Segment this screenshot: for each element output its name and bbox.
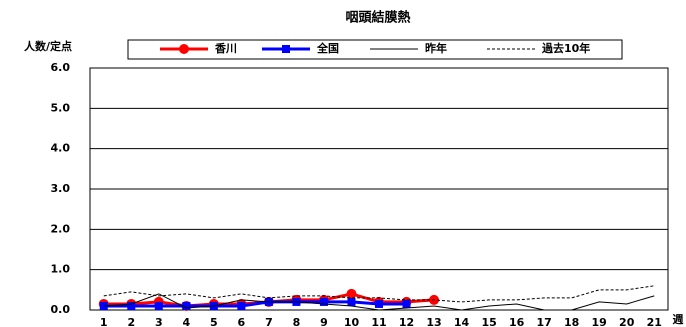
point xyxy=(182,301,191,310)
x-tick-label: 1 xyxy=(100,316,108,327)
x-tick-label: 4 xyxy=(183,316,191,327)
x-tick-label: 7 xyxy=(265,316,273,327)
legend-marker xyxy=(179,44,189,54)
x-tick-label: 19 xyxy=(592,316,607,327)
x-tick-label: 6 xyxy=(238,316,246,327)
y-axis-label: 人数/定点 xyxy=(24,39,72,53)
x-tick-label: 14 xyxy=(454,316,470,327)
y-tick-label: 2.0 xyxy=(51,222,71,235)
point xyxy=(402,299,411,308)
x-tick-label: 17 xyxy=(536,316,551,327)
x-tick-label: 13 xyxy=(426,316,441,327)
x-tick-label: 15 xyxy=(481,316,496,327)
x-tick-label: 9 xyxy=(320,316,328,327)
x-tick-label: 12 xyxy=(399,316,414,327)
y-tick-label: 0.0 xyxy=(51,303,71,316)
point xyxy=(346,288,357,299)
x-tick-label: 5 xyxy=(210,316,218,327)
series-line xyxy=(103,293,655,311)
x-tick-label: 20 xyxy=(619,316,635,327)
x-tick-label: 18 xyxy=(564,316,579,327)
y-tick-label: 6.0 xyxy=(51,61,71,74)
x-tick-label: 11 xyxy=(371,316,386,327)
point xyxy=(237,301,246,310)
x-tick-label: 21 xyxy=(647,316,662,327)
series-line xyxy=(103,300,407,308)
x-tick-label: 3 xyxy=(155,316,163,327)
legend-label: 昨年 xyxy=(425,41,447,55)
y-tick-label: 4.0 xyxy=(51,142,71,155)
legend-marker xyxy=(282,45,290,53)
chart-title: 咽頭結膜熱 xyxy=(345,10,410,26)
legend-label: 全国 xyxy=(316,41,339,55)
y-tick-label: 5.0 xyxy=(51,101,71,114)
x-tick-label: 16 xyxy=(509,316,525,327)
series-line xyxy=(103,285,655,303)
legend-label: 過去10年 xyxy=(541,41,590,55)
point xyxy=(127,301,136,310)
point xyxy=(375,299,383,308)
x-tick-label: 2 xyxy=(127,316,135,327)
y-tick-label: 3.0 xyxy=(51,182,71,195)
x-axis-label: 週 xyxy=(673,312,684,326)
point xyxy=(154,301,163,310)
x-tick-label: 8 xyxy=(293,316,301,327)
point xyxy=(347,297,356,306)
y-tick-label: 1.0 xyxy=(51,263,71,276)
x-tick-label: 10 xyxy=(344,316,360,327)
legend-label: 香川 xyxy=(214,41,237,55)
point xyxy=(319,297,328,306)
